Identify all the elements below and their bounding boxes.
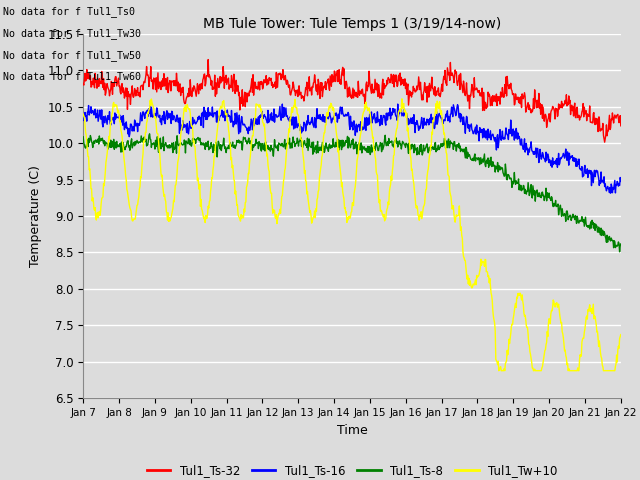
X-axis label: Time: Time xyxy=(337,424,367,437)
Text: No data for f Tul1_Tw50: No data for f Tul1_Tw50 xyxy=(3,49,141,60)
Text: No data for f Tul1_Ts0: No data for f Tul1_Ts0 xyxy=(3,6,135,17)
Text: No data for f Tul1_Tw30: No data for f Tul1_Tw30 xyxy=(3,28,141,39)
Y-axis label: Temperature (C): Temperature (C) xyxy=(29,165,42,267)
Title: MB Tule Tower: Tule Temps 1 (3/19/14-now): MB Tule Tower: Tule Temps 1 (3/19/14-now… xyxy=(203,17,501,31)
Legend: Tul1_Ts-32, Tul1_Ts-16, Tul1_Ts-8, Tul1_Tw+10: Tul1_Ts-32, Tul1_Ts-16, Tul1_Ts-8, Tul1_… xyxy=(142,459,562,480)
Text: No data for f Tul1_Tw60: No data for f Tul1_Tw60 xyxy=(3,71,141,82)
